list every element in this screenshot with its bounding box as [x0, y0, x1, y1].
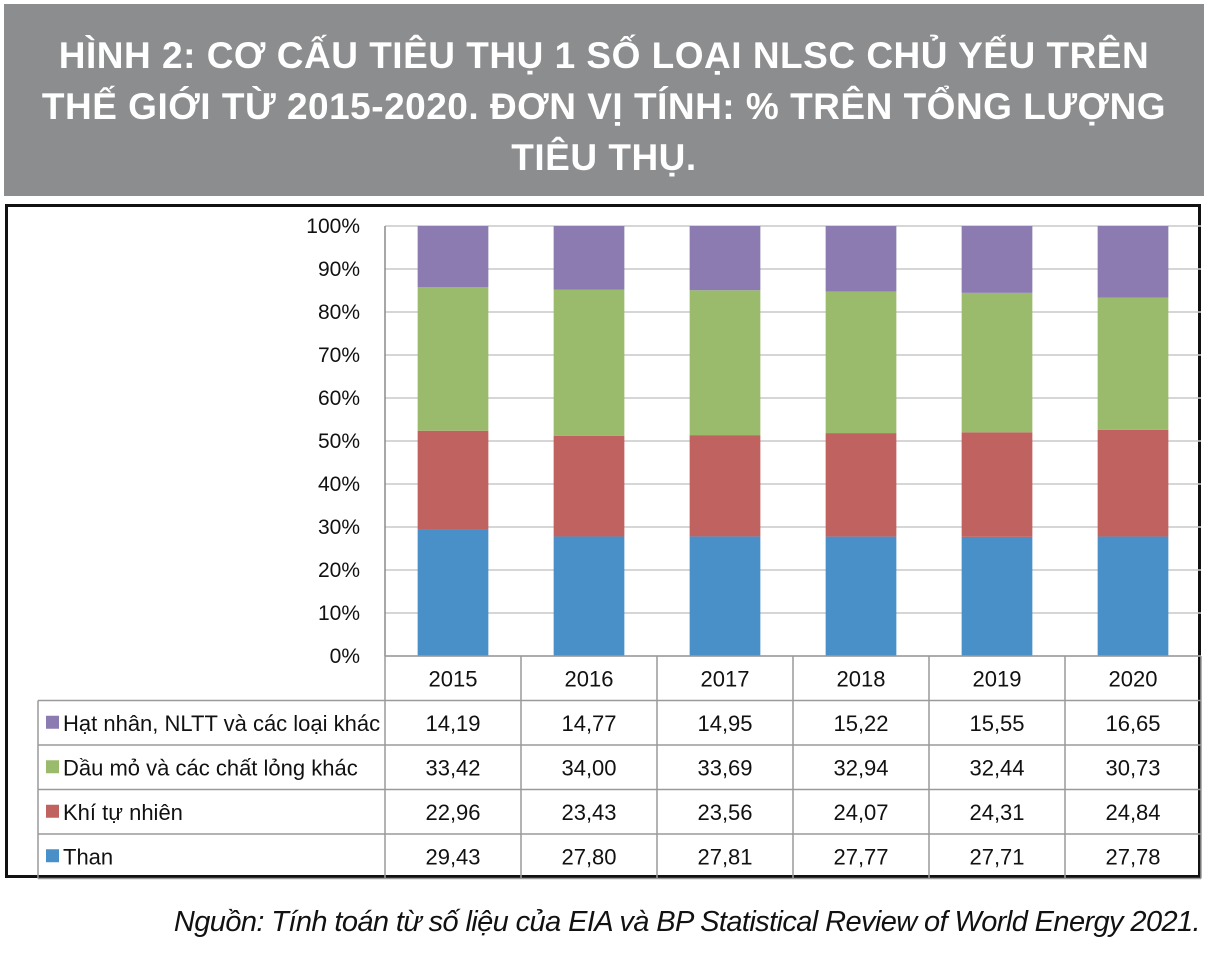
data-label: 24,84 — [1105, 800, 1160, 825]
bar-segment — [1097, 297, 1169, 430]
bar-segment — [825, 536, 897, 656]
bar-segment — [961, 536, 1033, 656]
bar-segment — [553, 289, 625, 436]
source-note: Nguồn: Tính toán từ số liệu của EIA và B… — [173, 906, 1201, 938]
data-label: 14,95 — [697, 711, 752, 736]
legend-label: Khí tự nhiên — [63, 800, 183, 825]
y-tick-label: 80% — [318, 301, 360, 324]
data-label: 32,94 — [833, 755, 888, 780]
x-tick-label: 2017 — [701, 666, 750, 691]
y-tick-label: 20% — [318, 559, 360, 582]
bar-segment — [1097, 429, 1169, 537]
bar-segment — [825, 433, 897, 537]
data-label: 24,31 — [969, 800, 1024, 825]
bar-segment — [961, 226, 1033, 293]
x-tick-label: 2016 — [565, 666, 614, 691]
y-tick-label: 10% — [318, 602, 360, 625]
legend-key — [46, 715, 59, 729]
bar-segment — [961, 432, 1033, 537]
bar-segment — [689, 290, 761, 436]
x-tick-label: 2020 — [1109, 666, 1158, 691]
y-tick-label: 100% — [306, 215, 360, 238]
legend-label: Than — [63, 844, 113, 869]
title-band: HÌNH 2: CƠ CẤU TIÊU THỤ 1 SỐ LOẠI NLSC C… — [4, 4, 1204, 196]
data-label: 23,43 — [561, 800, 616, 825]
bar-segment — [825, 291, 897, 434]
data-label: 27,77 — [833, 844, 888, 869]
data-label: 15,22 — [833, 711, 888, 736]
y-tick-label: 30% — [318, 516, 360, 539]
data-label: 33,69 — [697, 755, 752, 780]
x-tick-label: 2015 — [429, 666, 478, 691]
chart-title: HÌNH 2: CƠ CẤU TIÊU THỤ 1 SỐ LOẠI NLSC C… — [41, 35, 1167, 178]
y-tick-label: 0% — [330, 645, 360, 668]
y-tick-label: 90% — [318, 258, 360, 281]
data-label: 14,19 — [425, 711, 480, 736]
legend-label: Hạt nhân, NLTT và các loại khác — [63, 711, 380, 736]
bar-segment — [689, 435, 761, 537]
bar-segment — [689, 226, 761, 291]
y-tick-label: 40% — [318, 473, 360, 496]
bar-segment — [1097, 536, 1169, 656]
data-label: 33,42 — [425, 755, 480, 780]
data-label: 22,96 — [425, 800, 480, 825]
data-label: 24,07 — [833, 800, 888, 825]
data-label: 16,65 — [1105, 711, 1160, 736]
data-label: 29,43 — [425, 844, 480, 869]
x-tick-label: 2018 — [837, 666, 886, 691]
data-label: 27,81 — [697, 844, 752, 869]
bar-segment — [417, 529, 489, 656]
legend-key — [46, 849, 59, 863]
data-label: 15,55 — [969, 711, 1024, 736]
bar-segment — [553, 435, 625, 537]
legend-key — [46, 760, 59, 774]
bar-segment — [417, 287, 489, 431]
y-tick-label: 60% — [318, 387, 360, 410]
bar-segment — [1097, 226, 1169, 298]
data-label: 23,56 — [697, 800, 752, 825]
data-label: 32,44 — [969, 755, 1024, 780]
bar-segment — [417, 430, 489, 530]
bar-segment — [961, 292, 1033, 433]
y-tick-label: 70% — [318, 344, 360, 367]
legend-key — [46, 804, 59, 818]
data-label: 14,77 — [561, 711, 616, 736]
bar-segment — [417, 226, 489, 288]
data-label: 30,73 — [1105, 755, 1160, 780]
legend-label: Dầu mỏ và các chất lỏng khác — [63, 755, 358, 780]
data-label: 27,71 — [969, 844, 1024, 869]
bar-segment — [689, 536, 761, 656]
bar-segment — [825, 226, 897, 292]
bar-segment — [553, 226, 625, 290]
y-tick-label: 50% — [318, 430, 360, 453]
data-label: 27,78 — [1105, 844, 1160, 869]
data-label: 34,00 — [561, 755, 616, 780]
x-tick-label: 2019 — [973, 666, 1022, 691]
bar-segment — [553, 536, 625, 656]
data-label: 27,80 — [561, 844, 616, 869]
